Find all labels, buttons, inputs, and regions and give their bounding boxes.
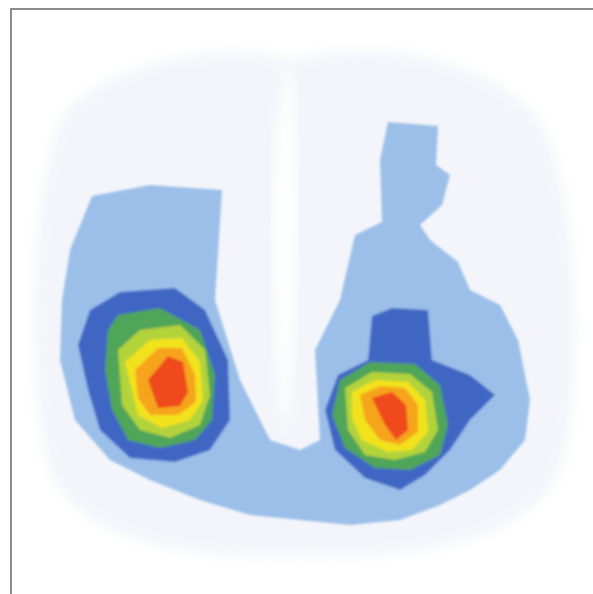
frame (10, 8, 593, 594)
right-red (372, 392, 408, 440)
gap (272, 60, 297, 440)
left-red (148, 356, 188, 408)
